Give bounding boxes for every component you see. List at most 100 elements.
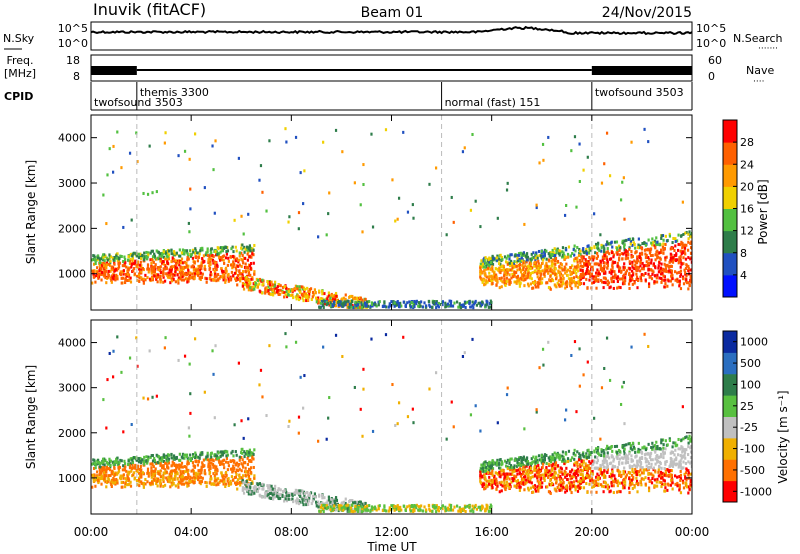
- power-echo: [676, 271, 679, 275]
- velocity-echo: [364, 501, 367, 505]
- power-echo: [397, 196, 401, 200]
- velocity-echo: [520, 482, 523, 486]
- power-echo: [674, 278, 677, 282]
- power-echo: [329, 299, 332, 303]
- velocity-echo: [377, 504, 380, 508]
- power-echo: [487, 305, 490, 309]
- velocity-echo: [303, 492, 307, 496]
- velocity-echo: [169, 485, 172, 489]
- velocity-echo: [102, 459, 105, 463]
- velocity-echo: [333, 506, 336, 510]
- power-echo: [419, 304, 422, 308]
- velocity-echo: [295, 489, 299, 493]
- power-echo: [506, 271, 509, 275]
- velocity-echo: [645, 452, 648, 456]
- velocity-echo: [433, 504, 436, 508]
- velocity-echo: [129, 462, 132, 466]
- power-echo: [678, 284, 681, 288]
- velocity-echo: [207, 463, 210, 467]
- velocity-echo: [392, 506, 395, 510]
- power-echo: [496, 267, 499, 271]
- velocity-echo: [170, 483, 174, 487]
- power-echo: [283, 291, 286, 295]
- power-echo: [194, 267, 197, 271]
- power-echo: [554, 254, 557, 258]
- power-echo: [613, 273, 617, 277]
- power-echo: [650, 258, 653, 262]
- power-echo: [589, 257, 592, 261]
- power-echo: [639, 261, 642, 265]
- velocity-echo: [180, 475, 184, 479]
- power-echo: [116, 130, 119, 134]
- velocity-echo: [570, 481, 573, 485]
- velocity-echo: [157, 455, 160, 459]
- velocity-echo: [357, 500, 360, 504]
- power-echo: [660, 276, 663, 280]
- velocity-echo: [575, 476, 578, 480]
- power-echo: [481, 280, 484, 284]
- power-echo: [111, 170, 115, 174]
- power-echo: [297, 211, 301, 215]
- power-echo: [256, 285, 260, 289]
- power-echo: [603, 254, 606, 258]
- velocity-echo: [484, 509, 487, 513]
- power-echo: [675, 253, 678, 257]
- velocity-echo: [201, 451, 204, 455]
- power-echo: [151, 249, 154, 253]
- power-echo: [122, 259, 125, 263]
- power-echo: [435, 301, 438, 305]
- power-echo: [516, 274, 520, 278]
- power-echo: [170, 248, 173, 252]
- power-echo: [153, 270, 157, 274]
- power-echo: [233, 255, 236, 259]
- power-echo: [246, 258, 249, 262]
- power-echo: [371, 225, 375, 229]
- velocity-echo: [191, 476, 194, 480]
- power-echo: [163, 267, 167, 271]
- power-echo: [264, 291, 267, 295]
- velocity-echo: [136, 469, 139, 473]
- power-echo: [541, 261, 544, 265]
- power-echo: [558, 273, 562, 277]
- power-echo: [511, 272, 514, 276]
- power-echo: [98, 257, 102, 261]
- power-echo: [612, 255, 615, 259]
- power-echo: [158, 268, 161, 272]
- velocity-echo: [133, 476, 136, 480]
- power-echo: [572, 248, 575, 252]
- velocity-echo: [647, 452, 650, 456]
- power-echo: [529, 267, 532, 271]
- velocity-echo: [148, 481, 152, 485]
- power-echo: [654, 253, 657, 257]
- power-echo: [518, 267, 521, 271]
- power-echo: [288, 215, 291, 219]
- velocity-echo: [186, 470, 189, 474]
- power-echo: [101, 270, 104, 274]
- velocity-echo: [327, 498, 331, 502]
- power-echo: [392, 302, 395, 306]
- velocity-echo: [679, 469, 682, 473]
- power-echo: [409, 303, 412, 307]
- power-echo: [579, 252, 582, 256]
- power-echo: [551, 248, 554, 252]
- velocity-echo: [488, 505, 492, 509]
- power-echo: [554, 267, 557, 271]
- velocity-echo: [218, 456, 221, 460]
- power-echo: [647, 272, 650, 276]
- power-echo: [287, 287, 290, 291]
- velocity-echo: [569, 477, 572, 481]
- velocity-echo: [267, 493, 270, 497]
- power-echo: [173, 251, 176, 255]
- power-echo: [591, 258, 595, 262]
- power-echo: [605, 255, 608, 259]
- velocity-echo: [289, 493, 292, 497]
- power-echo: [133, 267, 136, 271]
- power-echo: [227, 259, 230, 263]
- power-echo: [180, 251, 183, 255]
- velocity-echo: [435, 504, 438, 508]
- power-echo: [108, 257, 111, 261]
- velocity-echo: [282, 490, 285, 494]
- power-echo: [636, 257, 639, 261]
- power-echo: [267, 288, 270, 292]
- power-echo: [162, 275, 165, 279]
